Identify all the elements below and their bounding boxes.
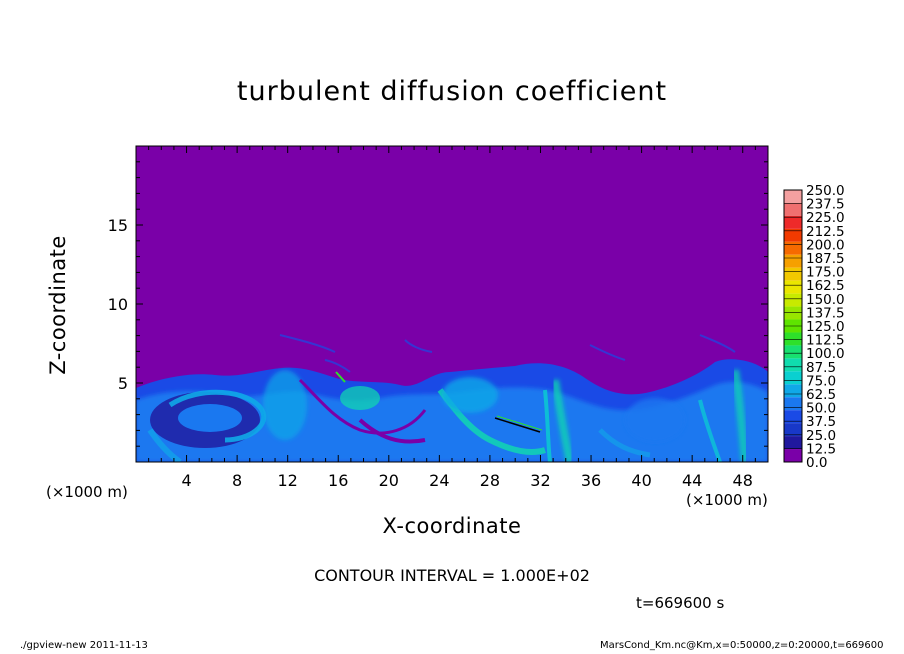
colorbar-label: 112.5 [806, 333, 845, 349]
colorbar-label: 62.5 [806, 387, 836, 403]
colorbar: 250.0237.5225.0212.5200.0187.5175.0162.5… [783, 183, 845, 471]
colorbar-swatch [784, 293, 802, 307]
x-tick-label: 24 [429, 471, 449, 490]
colorbar-swatch [784, 241, 802, 255]
colorbar-label: 162.5 [806, 278, 845, 294]
y-tick-label: 5 [118, 374, 128, 393]
colorbar-swatch [784, 436, 802, 450]
y-tick-label: 15 [108, 216, 128, 235]
y-tick-label: 10 [108, 295, 128, 314]
colorbar-label: 100.0 [806, 346, 845, 362]
x-tick-label: 12 [278, 471, 298, 490]
x-tick-label: 20 [379, 471, 399, 490]
y-axis-ticks: 5 10 15 [108, 161, 768, 447]
colorbar-label: 25.0 [806, 428, 836, 444]
colorbar-swatch [784, 228, 802, 242]
colorbar-label: 187.5 [806, 251, 845, 267]
footer-right-text: MarsCond_Km.nc@Km,x=0:50000,z=0:20000,t=… [600, 640, 884, 651]
x-tick-label: 16 [328, 471, 348, 490]
x-axis-label: X-coordinate [382, 514, 522, 538]
colorbar-swatch [784, 267, 802, 281]
x-tick-label: 40 [631, 471, 651, 490]
x-unit-label-left: (×1000 m) [46, 483, 128, 501]
colorbar-swatch [784, 306, 802, 320]
time-label: t=669600 s [636, 594, 725, 612]
footer-left-text: ./gpview-new 2011-11-13 [20, 640, 148, 651]
colorbar-swatch [784, 449, 802, 462]
x-tick-label: 4 [181, 471, 191, 490]
contour-interval-label: CONTOUR INTERVAL = 1.000E+02 [314, 566, 590, 585]
colorbar-swatch [784, 423, 802, 437]
turbulence-field [136, 334, 768, 462]
colorbar-label: 125.0 [806, 319, 845, 335]
colorbar-swatch [784, 190, 802, 203]
colorbar-swatch [784, 410, 802, 424]
colorbar-swatch [784, 345, 802, 359]
colorbar-label: 75.0 [806, 373, 836, 389]
x-tick-label: 32 [530, 471, 550, 490]
colorbar-label: 37.5 [806, 414, 836, 430]
x-tick-label: 48 [733, 471, 753, 490]
colorbar-swatch [784, 202, 802, 216]
colorbar-swatch [784, 384, 802, 398]
colorbar-label: 0.0 [806, 455, 827, 471]
colorbar-label: 250.0 [806, 183, 845, 199]
colorbar-label: 200.0 [806, 237, 845, 253]
colorbar-label: 87.5 [806, 360, 836, 376]
colorbar-label: 150.0 [806, 292, 845, 308]
colorbar-label: 225.0 [806, 210, 845, 226]
x-tick-label: 36 [581, 471, 601, 490]
colorbar-swatch [784, 397, 802, 411]
colorbar-swatch [784, 254, 802, 268]
colorbar-swatch [784, 358, 802, 372]
chart-title: turbulent diffusion coefficient [236, 76, 668, 107]
colorbar-swatch [784, 280, 802, 294]
colorbar-label: 12.5 [806, 441, 836, 457]
colorbar-label: 50.0 [806, 401, 836, 417]
x-tick-label: 28 [480, 471, 500, 490]
x-tick-label: 8 [232, 471, 242, 490]
colorbar-swatch [784, 215, 802, 229]
x-unit-label-right: (×1000 m) [686, 491, 768, 509]
x-axis-ticks: 4 8 12 16 20 24 28 32 36 40 44 48 [148, 146, 756, 490]
x-tick-label: 44 [682, 471, 702, 490]
colorbar-swatch [784, 371, 802, 385]
colorbar-label: 212.5 [806, 224, 845, 240]
colorbar-label: 237.5 [806, 197, 845, 213]
colorbar-label: 175.0 [806, 265, 845, 281]
colorbar-label: 137.5 [806, 305, 845, 321]
colorbar-swatch [784, 332, 802, 346]
